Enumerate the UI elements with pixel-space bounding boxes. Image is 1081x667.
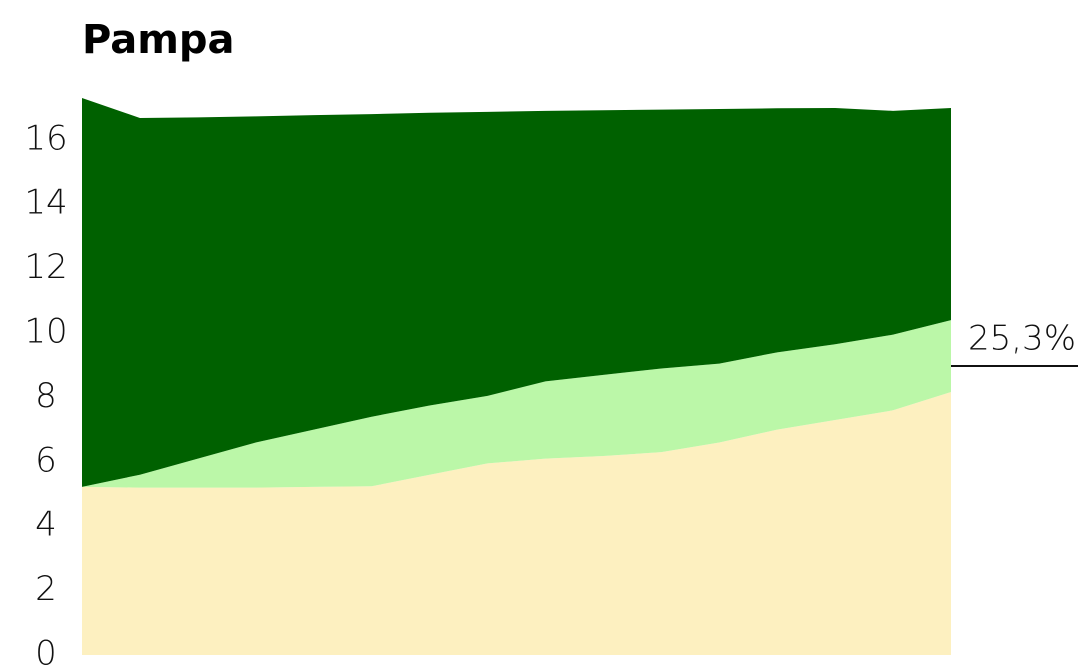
y-tick-label: 6 [35,440,57,480]
y-tick-label: 0 [35,634,57,667]
y-tick-label: 2 [35,569,57,609]
y-tick-label: 12 [24,247,67,287]
area [82,98,951,487]
chart-title: Pampa [82,17,235,63]
y-tick-label: 16 [24,118,67,158]
y-tick-label: 10 [24,312,67,352]
y-tick-label: 8 [35,376,57,416]
area [82,320,951,488]
y-tick-label: 4 [35,505,57,545]
y-tick-label: 14 [24,183,67,223]
area [82,391,951,655]
annotation: 25,3% [968,319,1076,359]
